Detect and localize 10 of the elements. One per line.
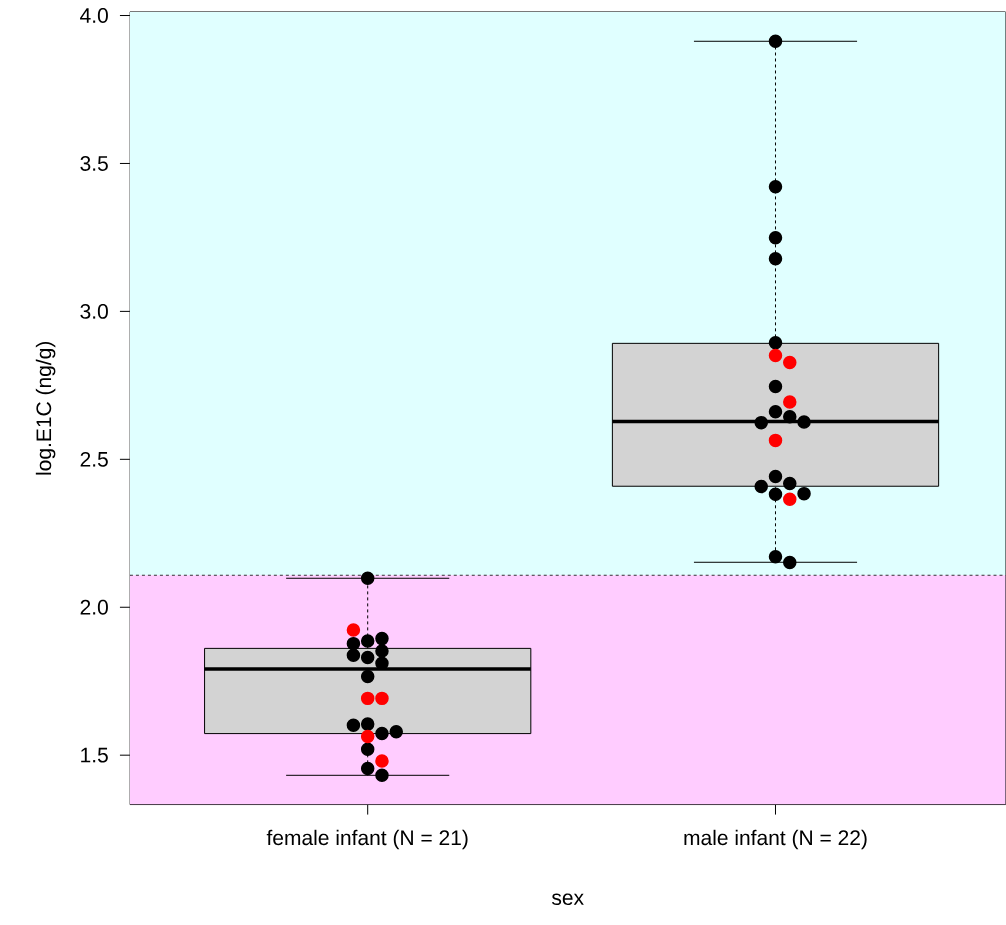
- x-tick-label: female infant (N = 21): [266, 830, 468, 850]
- y-tick-label: 3.5: [80, 156, 108, 172]
- y-tick-label: 2.5: [80, 452, 108, 467]
- y-tick-label: 3.0: [80, 304, 108, 320]
- y-tick-label: 2.0: [80, 600, 108, 615]
- y-tick-label: 4.0: [80, 8, 108, 24]
- x-axis-title: sex: [551, 893, 584, 906]
- y-axis-title: log.E1C (ng/g): [35, 342, 56, 475]
- x-tick-label: male infant (N = 22): [684, 830, 867, 850]
- y-tick-label: 1.5: [81, 748, 108, 763]
